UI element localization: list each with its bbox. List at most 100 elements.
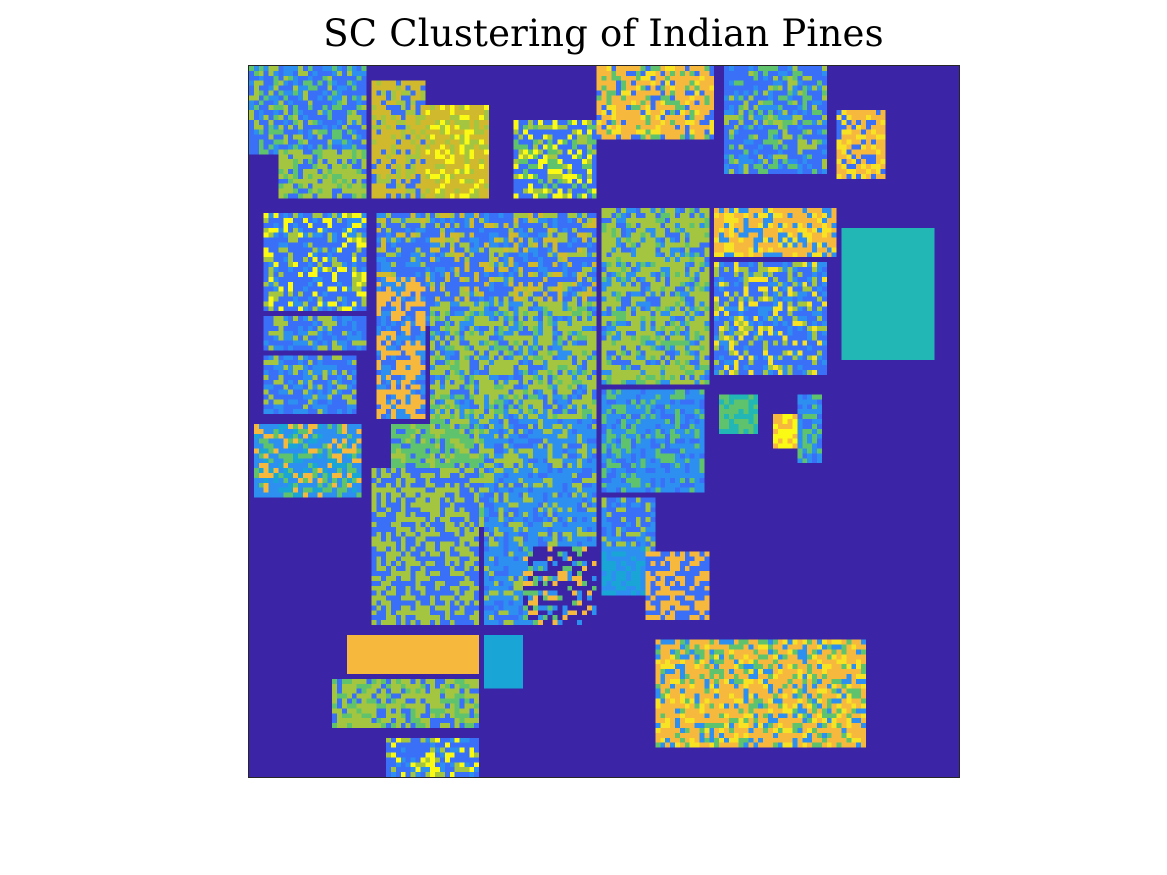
cluster-pixel [802,659,808,665]
cluster-pixel [322,257,328,263]
cluster-pixel [787,370,793,375]
cluster-pixel [386,105,401,111]
cluster-pixel [792,683,798,689]
cluster-pixel [449,365,460,371]
cluster-pixel [297,95,303,101]
cluster-pixel [670,477,675,483]
cluster-pixel [621,281,627,287]
cluster-pixel [665,443,671,449]
cluster-pixel [670,428,675,434]
cluster-pixel [469,546,480,552]
field-region-28 [719,394,759,434]
cluster-pixel [508,316,514,321]
cluster-pixel [342,139,347,145]
cluster-pixel [386,325,391,331]
cluster-pixel [699,365,710,371]
cluster-pixel [557,237,568,243]
cluster-pixel [351,134,357,140]
cluster-pixel [454,252,465,258]
cluster-pixel [772,428,778,434]
cluster-pixel [802,433,808,439]
cluster-pixel [650,414,656,420]
cluster-pixel [714,301,720,307]
cluster-pixel [684,468,690,473]
cluster-pixel [493,237,499,243]
cluster-pixel [738,742,744,748]
cluster-pixel [302,477,308,483]
cluster-pixel [302,139,308,145]
cluster-pixel [650,541,656,547]
cluster-pixel [342,708,347,714]
cluster-pixel [391,237,396,243]
cluster-pixel [807,654,813,660]
cluster-pixel [356,708,362,714]
cluster-pixel [405,698,416,704]
cluster-pixel [782,119,793,125]
cluster-pixel [635,497,641,503]
cluster-pixel [763,355,769,361]
cluster-pixel [743,669,749,675]
cluster-pixel [391,271,396,277]
cluster-pixel [552,271,563,277]
cluster-pixel [381,237,387,243]
cluster-pixel [861,129,866,135]
cluster-pixel [430,365,436,371]
cluster-pixel [640,340,646,346]
cluster-pixel [728,208,734,214]
cluster-pixel [753,669,759,675]
cluster-pixel [503,536,509,542]
cluster-pixel [322,66,333,71]
cluster-pixel [719,409,739,415]
cluster-pixel [288,438,294,444]
cluster-pixel [821,708,827,714]
cluster-pixel [253,124,264,130]
cluster-pixel [552,394,563,400]
cluster-pixel [792,75,798,81]
cluster-pixel [841,732,847,738]
cluster-pixel [577,291,582,297]
cluster-pixel [861,173,866,179]
cluster-pixel [660,698,666,704]
cluster-pixel [542,291,548,297]
cluster-pixel [297,90,303,96]
cluster-pixel [523,389,529,395]
cluster-pixel [606,124,612,130]
cluster-pixel [728,95,734,101]
cluster-pixel [572,477,582,483]
cluster-pixel [469,365,480,371]
cluster-pixel [586,316,592,321]
cluster-pixel [332,100,338,106]
cluster-pixel [469,149,475,155]
cluster-pixel [513,414,519,420]
cluster-pixel [371,546,377,552]
cluster-pixel [772,134,778,140]
cluster-pixel [327,306,333,312]
cluster-pixel [327,448,333,454]
cluster-pixel [684,370,695,375]
cluster-pixel [547,320,553,326]
cluster-pixel [616,541,627,547]
cluster-pixel [449,414,455,420]
cluster-pixel [435,301,440,307]
cluster-pixel [488,316,494,321]
cluster-pixel [498,325,504,331]
cluster-pixel [630,541,636,547]
cluster-pixel [273,85,279,91]
cluster-pixel [812,718,817,724]
cluster-pixel [513,193,519,199]
cluster-pixel [533,301,538,307]
cluster-pixel [439,507,445,513]
cluster-pixel [444,129,450,135]
cluster-pixel [449,311,455,317]
cluster-pixel [420,218,426,223]
cluster-pixel [518,227,524,233]
cluster-pixel [630,134,641,140]
cluster-pixel [297,355,303,361]
cluster-pixel [665,360,671,366]
cluster-pixel [513,526,519,532]
cluster-pixel [508,428,514,434]
cluster-pixel [346,232,357,238]
cluster-pixel [733,340,739,346]
cluster-pixel [650,600,661,606]
cluster-pixel [278,428,284,434]
